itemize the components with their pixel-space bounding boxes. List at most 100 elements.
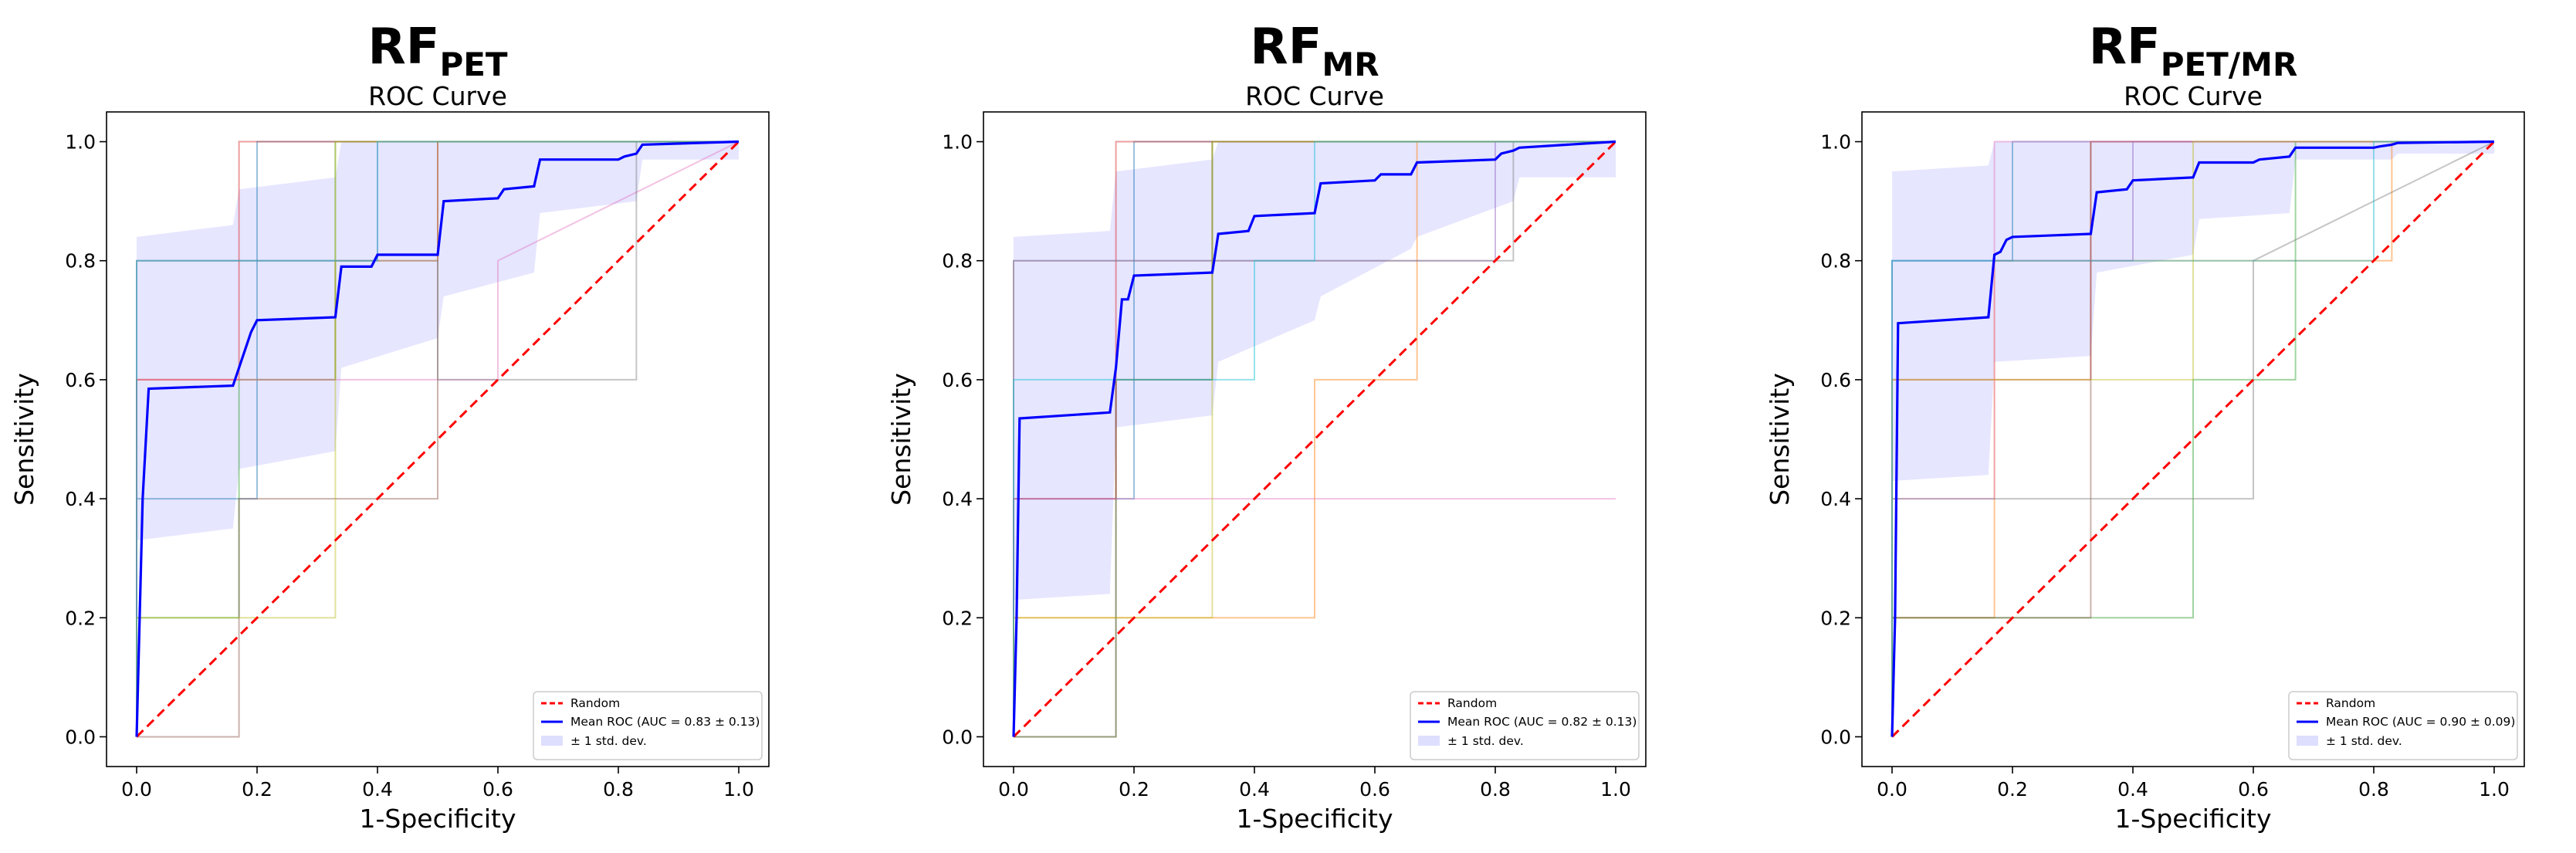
legend-entry: Random <box>2326 696 2375 710</box>
std-dev-band <box>1014 141 1616 601</box>
fold-roc-2 <box>1013 140 1616 737</box>
y-tick-label: 0.0 <box>1820 726 1851 748</box>
panel-title-subscript: PET/MR <box>2161 46 2298 83</box>
panel-title-main: RF <box>367 19 439 76</box>
fold-roc-6 <box>137 140 739 738</box>
y-tick-label: 0.6 <box>65 369 96 391</box>
panel-title-main: RF <box>2089 19 2161 76</box>
panel-title: RFMR <box>1250 19 1379 83</box>
legend-box <box>533 691 763 760</box>
std-dev-band <box>1892 141 2494 481</box>
plot-area <box>135 140 740 738</box>
x-tick-label: 0.2 <box>1997 778 2028 801</box>
x-tick-label: 1.0 <box>1600 778 1631 801</box>
fold-roc-9 <box>1891 140 2494 737</box>
legend-entry: Random <box>1447 696 1497 710</box>
fold-roc-6 <box>1891 140 2494 737</box>
legend: Random Mean ROC (AUC = 0.90 ± 0.09) ± 1 st… <box>2288 691 2518 760</box>
x-tick-label: 0.8 <box>1480 778 1511 801</box>
panel-title-main: RF <box>1250 19 1322 76</box>
y-axis-label: Sensitivity <box>1765 373 1795 506</box>
y-tick-label: 0.8 <box>942 250 973 272</box>
x-tick-label: 1.0 <box>723 778 754 801</box>
x-tick-label: 0.0 <box>1877 778 1907 801</box>
legend-entry: ± 1 std. dev. <box>2326 734 2402 748</box>
x-tick-label: 0.0 <box>998 778 1029 801</box>
x-tick-label: 0.6 <box>482 778 513 801</box>
x-tick-label: 0.8 <box>2358 778 2389 801</box>
fold-roc-8 <box>1891 140 2495 737</box>
random-line <box>135 140 740 738</box>
y-tick-label: 1.0 <box>1820 131 1851 154</box>
fold-roc-9 <box>1013 140 1616 737</box>
plot-area <box>1891 140 2496 738</box>
fold-roc-4 <box>136 140 739 737</box>
legend-entry: ± 1 std. dev. <box>1447 734 1524 748</box>
y-tick-label: 0.6 <box>1820 369 1851 391</box>
y-axis-label: Sensitivity <box>886 373 916 506</box>
x-axis-label: 1-Specificity <box>1237 804 1393 834</box>
fold-roc-6 <box>1014 140 1616 738</box>
legend-entry: Mean ROC (AUC = 0.83 ± 0.13) <box>570 715 760 729</box>
legend-entry: ± 1 std. dev. <box>570 734 647 748</box>
x-tick-label: 0.8 <box>603 778 634 801</box>
y-tick-label: 0.2 <box>65 607 96 629</box>
fold-roc-5 <box>136 140 739 737</box>
fold-roc-3 <box>1891 140 2494 737</box>
panel-title-subscript: MR <box>1322 46 1379 83</box>
fold-roc-8 <box>1013 140 1616 737</box>
fold-roc-7 <box>1013 498 1616 737</box>
fold-roc-2 <box>136 140 739 737</box>
fold-roc-10 <box>1013 140 1616 737</box>
legend: Random Mean ROC (AUC = 0.83 ± 0.13) ± 1 st… <box>533 691 763 760</box>
x-tick-label: 0.4 <box>362 778 393 801</box>
x-tick-label: 0.6 <box>1359 778 1390 801</box>
y-tick-label: 0.6 <box>942 369 973 391</box>
y-axis-label: Sensitivity <box>9 373 39 506</box>
mean-roc-line <box>1891 140 2495 737</box>
fold-roc-7 <box>136 140 740 737</box>
y-tick-label: 0.4 <box>942 488 973 510</box>
y-tick-label: 0.0 <box>65 726 96 748</box>
y-tick-label: 0.8 <box>1820 250 1851 272</box>
fold-roc-9 <box>136 140 739 737</box>
panel-title: RFPET/MR <box>2089 19 2298 83</box>
legend-box <box>1410 691 1640 760</box>
panel-subtitle: ROC Curve <box>1245 81 1384 111</box>
fold-roc-1 <box>1891 140 2494 737</box>
mean-roc-line <box>1012 140 1616 737</box>
legend-box <box>2288 691 2518 760</box>
x-tick-label: 0.6 <box>2238 778 2269 801</box>
x-tick-label: 1.0 <box>2479 778 2510 801</box>
plot-area <box>1012 140 1617 738</box>
y-tick-label: 0.2 <box>942 607 973 629</box>
legend-entry: Mean ROC (AUC = 0.82 ± 0.13) <box>1447 715 1637 729</box>
legend: Random Mean ROC (AUC = 0.82 ± 0.13) ± 1 st… <box>1410 691 1640 760</box>
fold-roc-3 <box>1014 140 1616 738</box>
fold-roc-4 <box>1013 140 1616 737</box>
y-tick-label: 0.8 <box>65 250 96 272</box>
legend-entry: Mean ROC (AUC = 0.90 ± 0.09) <box>2326 715 2515 729</box>
fold-roc-3 <box>136 140 739 737</box>
y-tick-label: 0.4 <box>65 488 96 510</box>
fold-roc-4 <box>1891 140 2494 737</box>
fold-roc-10 <box>136 140 739 737</box>
random-line <box>1891 140 2496 738</box>
x-tick-label: 0.4 <box>2117 778 2148 801</box>
x-axis-label: 1-Specificity <box>2115 804 2272 834</box>
legend-entry: Random <box>570 696 620 710</box>
fold-roc-5 <box>1891 140 2494 737</box>
panel-title-subscript: PET <box>439 46 507 83</box>
x-tick-label: 0.0 <box>121 778 152 801</box>
x-tick-label: 0.4 <box>1239 778 1270 801</box>
plot-frame <box>983 111 1647 767</box>
x-tick-label: 0.2 <box>1119 778 1149 801</box>
legend-swatch-band <box>2297 736 2318 746</box>
random-line <box>1012 140 1617 738</box>
fold-roc-7 <box>1891 140 2494 737</box>
panel-title: RFPET <box>367 19 507 83</box>
y-tick-label: 1.0 <box>942 131 973 154</box>
